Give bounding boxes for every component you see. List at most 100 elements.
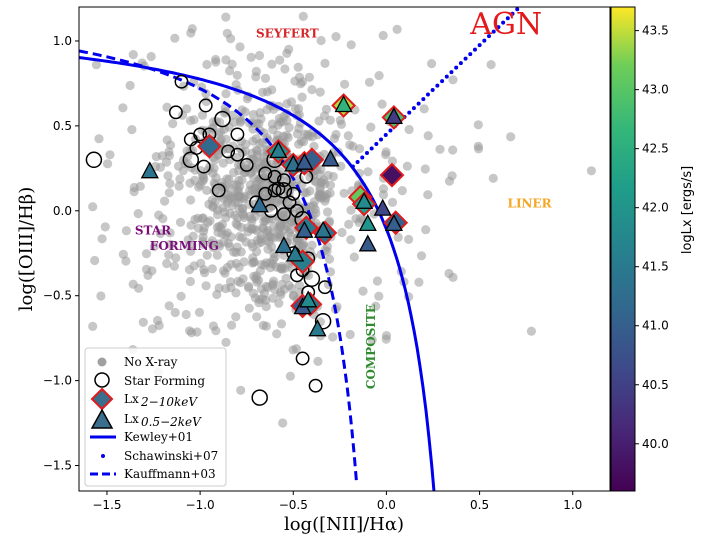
no-xray-point (267, 59, 277, 69)
no-xray-point (213, 150, 223, 160)
no-xray-point (202, 59, 212, 70)
no-xray-point (268, 280, 278, 290)
no-xray-point (226, 259, 236, 269)
no-xray-point (260, 73, 271, 83)
legend-no-xray-label: No X-ray (124, 355, 178, 369)
no-xray-point (198, 176, 208, 186)
soft-xray-triangle (286, 244, 305, 262)
soft-xray-triangle (308, 319, 327, 337)
no-xray-point (328, 332, 338, 342)
no-xray-point (128, 50, 138, 60)
no-xray-point (211, 117, 221, 127)
legend-soft-xray-sub: 0.5−2keV (141, 415, 202, 429)
no-xray-point (435, 144, 445, 154)
no-xray-point (298, 137, 309, 147)
colorbar-tick-label: 42.5 (642, 142, 669, 156)
star-forming-point (182, 151, 200, 169)
x-tick-label: −1.5 (92, 498, 121, 512)
no-xray-point (232, 70, 242, 80)
no-xray-point (447, 171, 457, 181)
no-xray-point (237, 204, 248, 214)
no-xray-point (314, 116, 324, 126)
no-xray-point (103, 159, 113, 169)
no-xray-point (255, 266, 265, 276)
soft-xray-triangle (334, 95, 353, 113)
star-forming-point (230, 147, 245, 162)
no-xray-point (358, 286, 368, 296)
no-xray-point (193, 213, 203, 223)
no-xray-point (251, 118, 262, 128)
no-xray-point (90, 255, 100, 266)
legend-no-xray-marker (97, 357, 107, 367)
no-xray-point (402, 161, 412, 171)
region-label-agn: AGN (469, 7, 542, 42)
no-xray-point (274, 113, 284, 124)
no-xray-point (474, 144, 484, 154)
colorbar (610, 6, 636, 492)
no-xray-point (225, 277, 236, 287)
no-xray-point (97, 234, 107, 244)
soft-xray-triangle (373, 198, 392, 216)
no-xray-point (221, 89, 231, 99)
no-xray-point (371, 301, 381, 311)
no-xray-point (128, 279, 138, 289)
no-xray-point (218, 266, 229, 276)
no-xray-point (135, 181, 145, 191)
no-xray-point (277, 209, 287, 219)
legend-schawinski-label: Schawinski+07 (124, 449, 218, 463)
no-xray-point (311, 208, 321, 218)
soft-xray-triangle (140, 161, 159, 179)
no-xray-point (162, 258, 172, 269)
no-xray-point (298, 241, 308, 251)
star-forming-point (282, 195, 297, 210)
no-xray-point (392, 24, 402, 34)
no-xray-point (336, 119, 347, 129)
star-forming-point (314, 312, 332, 330)
no-xray-point (331, 31, 341, 42)
colorbar-label: logLx [ergs/s] (680, 166, 695, 254)
y-tick-label: 1.0 (53, 34, 72, 48)
no-xray-point (164, 301, 174, 311)
no-xray-point (488, 173, 498, 183)
no-xray-point (146, 51, 156, 62)
xray-points (140, 93, 409, 337)
no-xray-point (378, 30, 388, 41)
no-xray-point (227, 320, 237, 330)
no-xray-point (280, 64, 290, 74)
no-xray-point (305, 186, 315, 196)
no-xray-point (94, 134, 104, 144)
legend-soft-xray-marker (90, 408, 114, 429)
no-xray-point (316, 35, 326, 46)
no-xray-point (404, 124, 414, 135)
no-xray-point (155, 228, 165, 239)
no-xray-point (168, 119, 178, 129)
no-xray-point (244, 303, 254, 313)
no-xray-point (506, 132, 516, 142)
no-xray-point (259, 216, 269, 226)
soft-xray-triangle (295, 152, 314, 170)
no-xray-point (231, 312, 241, 322)
no-xray-point (165, 178, 175, 189)
legend-soft-xray-label: Lx (124, 412, 139, 426)
no-xray-point (250, 293, 260, 303)
colorbar-tick-label: 41.0 (642, 319, 669, 333)
hard-xray-diamond (379, 162, 405, 188)
no-xray-point (202, 185, 212, 195)
no-xray-point (248, 253, 258, 263)
star-forming-point (290, 203, 304, 218)
no-xray-point (239, 212, 249, 223)
no-xray-point (286, 97, 296, 107)
no-xray-point (221, 55, 231, 65)
no-xray-point (293, 62, 303, 72)
no-xray-point (282, 48, 292, 59)
no-xray-point (336, 161, 346, 171)
no-xray-point (282, 130, 292, 140)
x-tick-label: −0.5 (279, 498, 308, 512)
no-xray-point (367, 335, 377, 345)
star-forming-point (239, 157, 254, 172)
no-xray-point (315, 87, 325, 97)
no-xray-point (254, 275, 264, 285)
no-xray-point (221, 337, 231, 347)
no-xray-point (185, 276, 195, 287)
no-xray-point (325, 115, 335, 125)
